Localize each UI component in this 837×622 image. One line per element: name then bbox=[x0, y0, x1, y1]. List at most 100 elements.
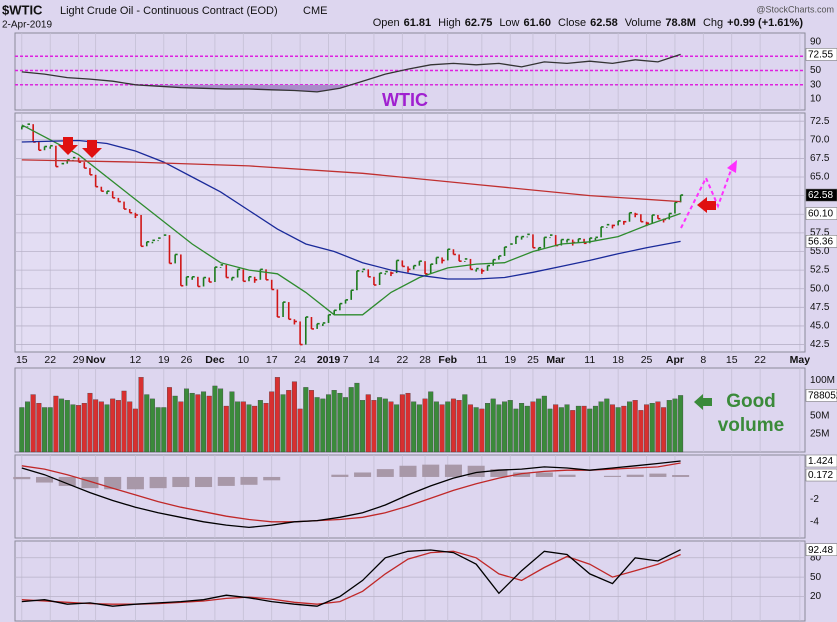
volume-bar bbox=[547, 408, 553, 453]
red-arrow bbox=[58, 137, 78, 155]
volume-bar bbox=[473, 407, 479, 453]
histogram-bar bbox=[172, 476, 190, 488]
series-line bbox=[21, 460, 681, 529]
volume-bar bbox=[70, 404, 76, 453]
volume-bar bbox=[507, 400, 513, 453]
quote-value: 78.8M bbox=[665, 17, 696, 29]
volume-bar bbox=[615, 407, 621, 453]
y-tick-label: 50 bbox=[810, 65, 822, 76]
volume-bar bbox=[201, 391, 207, 453]
volume-bar bbox=[337, 392, 343, 453]
volume-bar bbox=[314, 397, 320, 453]
x-tick-label: 17 bbox=[266, 354, 278, 366]
red-arrow bbox=[82, 140, 102, 158]
volume-bar bbox=[394, 404, 400, 453]
x-tick-label: May bbox=[790, 354, 811, 366]
volume-bar bbox=[149, 398, 155, 453]
volume-bar bbox=[433, 401, 439, 453]
volume-bar bbox=[25, 401, 30, 453]
quote-label: Close bbox=[558, 17, 586, 29]
watermark: @StockCharts.com bbox=[756, 4, 834, 14]
histogram-bar bbox=[149, 476, 167, 489]
volume-bar bbox=[592, 405, 598, 453]
histogram-bar bbox=[649, 473, 667, 477]
x-tick-label: 10 bbox=[237, 354, 249, 366]
volume-bar bbox=[666, 400, 672, 453]
histogram-bar bbox=[36, 476, 54, 483]
volume-bar bbox=[382, 398, 388, 453]
volume-bar bbox=[308, 390, 314, 453]
volume-bar bbox=[184, 388, 189, 453]
value-box-label: 60.10 bbox=[808, 209, 833, 220]
y-tick-label: 50 bbox=[810, 572, 822, 583]
value-box bbox=[805, 188, 837, 202]
quote: Open 61.81 High 62.75 Low 61.60 Close 62.58 Volu… bbox=[373, 17, 804, 29]
series-line bbox=[21, 462, 681, 523]
histogram-bar bbox=[513, 472, 531, 477]
quote-value: +0.99 (+1.61%) bbox=[727, 17, 803, 29]
x-tick-label: 8 bbox=[700, 354, 706, 366]
histogram-bar bbox=[217, 476, 235, 486]
value-box-label: 72.55 bbox=[808, 50, 833, 61]
y-tick-label: 10 bbox=[810, 94, 822, 105]
volume-bar bbox=[59, 398, 65, 453]
y-tick-label: 50.0 bbox=[810, 283, 830, 294]
symbol: $WTIC bbox=[2, 2, 43, 17]
histogram-bar bbox=[535, 472, 553, 477]
value-box-label: 0.172 bbox=[808, 470, 833, 481]
histogram-bar bbox=[626, 474, 644, 477]
volume-bar bbox=[530, 401, 536, 453]
volume-bar bbox=[280, 394, 286, 453]
quote-value: 61.81 bbox=[404, 17, 432, 29]
quote-label: Volume bbox=[625, 17, 662, 29]
volume-bar bbox=[632, 400, 638, 453]
volume-bar bbox=[286, 390, 292, 453]
y-tick-label: 20 bbox=[810, 591, 822, 602]
y-tick-label: 90 bbox=[810, 37, 822, 48]
quote-value: 61.60 bbox=[524, 17, 552, 29]
volume-bar bbox=[468, 404, 473, 453]
volume-bar bbox=[399, 394, 405, 453]
histogram-bar bbox=[467, 465, 485, 477]
volume-bar bbox=[161, 407, 167, 453]
histogram-bar bbox=[422, 464, 440, 477]
volume-bar bbox=[371, 400, 377, 453]
histogram-bar bbox=[558, 474, 576, 477]
volume-bar bbox=[138, 377, 144, 453]
volume-bar bbox=[445, 401, 451, 453]
volume-bar bbox=[627, 401, 632, 453]
volume-bar bbox=[536, 398, 542, 453]
volume-bar bbox=[274, 377, 280, 453]
volume-bar bbox=[64, 400, 70, 453]
volume-bar bbox=[240, 401, 246, 453]
x-tick-label: 2019 bbox=[317, 354, 341, 366]
volume-bar bbox=[422, 398, 428, 453]
y-tick-label: 47.5 bbox=[810, 302, 830, 313]
volume-bar bbox=[479, 408, 485, 453]
y-tick-label: 45.0 bbox=[810, 321, 830, 332]
value-box bbox=[805, 48, 837, 61]
volume-bar bbox=[490, 398, 496, 453]
volume-bar bbox=[553, 404, 559, 453]
value-box-label: 56.36 bbox=[808, 237, 833, 248]
instrument-name: Light Crude Oil - Continuous Contract (E… bbox=[60, 5, 278, 17]
volume-bar bbox=[485, 403, 491, 453]
histogram-bar bbox=[195, 476, 213, 488]
volume-bar bbox=[377, 397, 383, 453]
volume-bar bbox=[428, 391, 434, 453]
value-box bbox=[805, 468, 837, 482]
volume-bar bbox=[229, 391, 235, 453]
histogram-bar bbox=[263, 476, 281, 481]
x-tick-label: 22 bbox=[44, 354, 56, 366]
volume-bar bbox=[604, 398, 610, 453]
y-tick-label: 67.5 bbox=[810, 153, 830, 164]
volume-bar bbox=[541, 395, 547, 453]
volume-bar bbox=[195, 394, 201, 453]
volume-bar bbox=[411, 401, 417, 453]
volume-bar bbox=[155, 407, 161, 453]
volume-bar bbox=[621, 405, 627, 453]
volume-bar bbox=[178, 401, 184, 453]
x-tick-label: 25 bbox=[641, 354, 653, 366]
value-box bbox=[805, 543, 837, 556]
volume-bar bbox=[462, 394, 468, 453]
